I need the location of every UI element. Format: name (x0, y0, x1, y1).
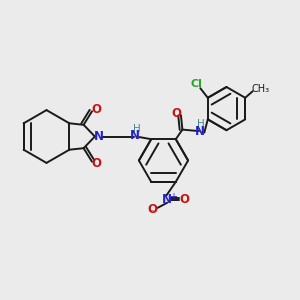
Text: N: N (194, 124, 205, 138)
Text: H: H (133, 124, 140, 134)
Text: ⁻: ⁻ (148, 208, 154, 218)
Text: CH₃: CH₃ (251, 84, 269, 94)
Text: O: O (171, 107, 181, 120)
Text: N: N (130, 129, 140, 142)
Text: N: N (94, 130, 104, 143)
Text: O: O (92, 103, 102, 116)
Text: +: + (169, 192, 177, 202)
Text: O: O (92, 157, 102, 170)
Text: H: H (197, 119, 205, 130)
Text: O: O (148, 202, 158, 216)
Text: Cl: Cl (190, 79, 202, 89)
Text: N: N (162, 193, 172, 206)
Text: O: O (179, 193, 189, 206)
